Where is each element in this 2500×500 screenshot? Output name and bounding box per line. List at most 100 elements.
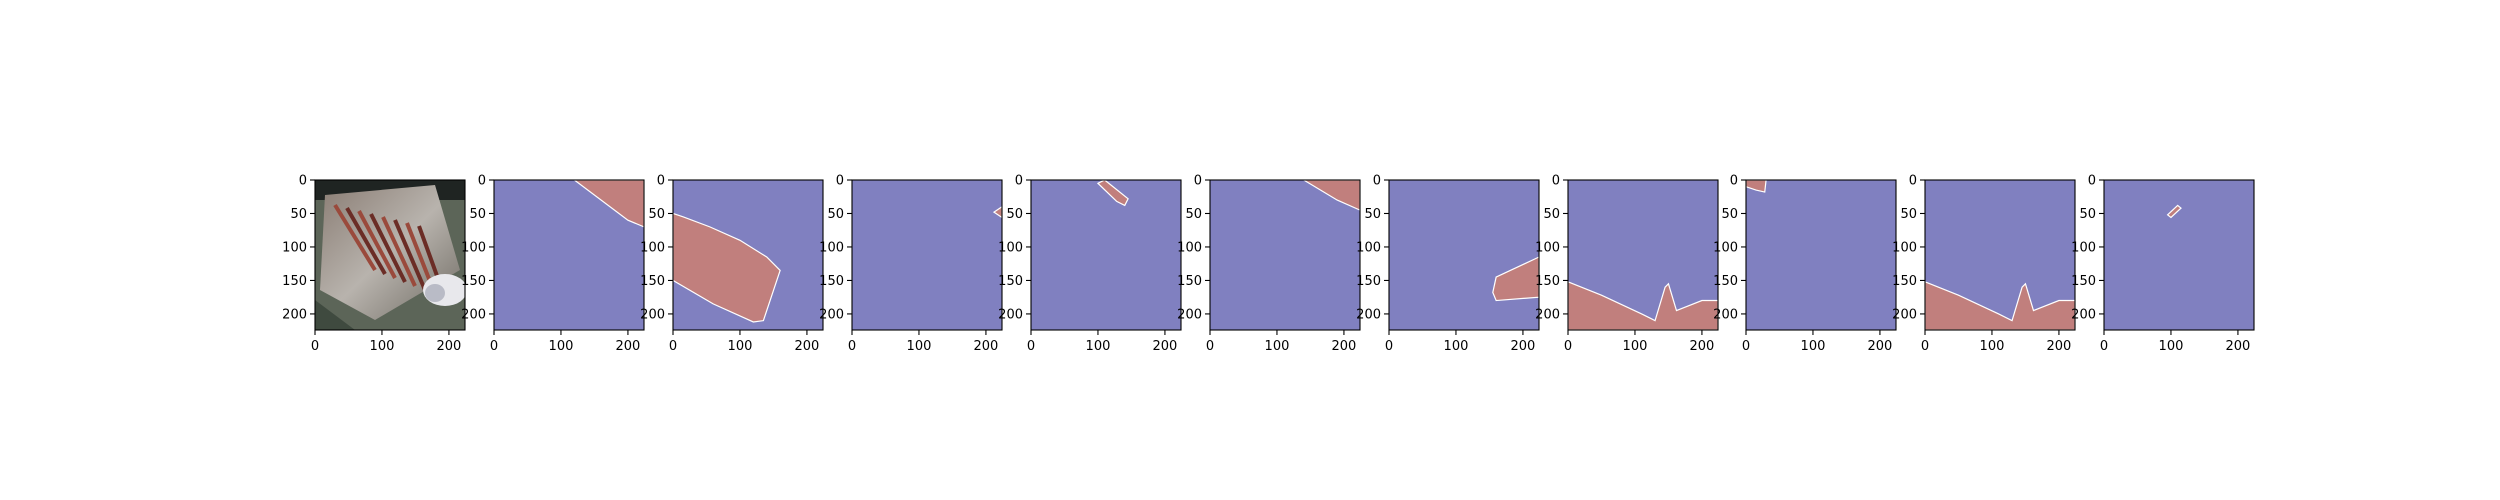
x-tick-label: 100 bbox=[1265, 339, 1290, 354]
x-tick-label: 0 bbox=[1742, 339, 1750, 354]
photo-image bbox=[315, 180, 465, 330]
panel-8: 0 100 200 0 50 100 150 200 bbox=[1535, 174, 1719, 354]
y-tick-label: 150 bbox=[1892, 274, 1917, 289]
x-tick-label: 100 bbox=[2159, 339, 2184, 354]
panel-6: 0 100 200 0 50 100 150 200 bbox=[1177, 174, 1361, 354]
x-tick-label: 200 bbox=[1868, 339, 1893, 354]
x-tick-label: 200 bbox=[974, 339, 999, 354]
y-tick-label: 0 bbox=[1730, 174, 1738, 189]
y-tick-label: 150 bbox=[461, 274, 486, 289]
y-tick-label: 150 bbox=[640, 274, 665, 289]
x-tick-label: 200 bbox=[616, 339, 641, 354]
x-tick-label: 100 bbox=[1086, 339, 1111, 354]
y-tick-label: 150 bbox=[282, 274, 307, 289]
y-tick-label: 100 bbox=[1535, 240, 1560, 255]
x-tick-label: 0 bbox=[311, 339, 319, 354]
x-tick-label: 0 bbox=[1027, 339, 1035, 354]
panel-2: 0 100 200 0 50 100 150 200 bbox=[461, 174, 645, 354]
y-tick-label: 50 bbox=[648, 207, 665, 222]
y-tick-label: 150 bbox=[1177, 274, 1202, 289]
y-tick-label: 200 bbox=[1892, 307, 1917, 322]
y-tick-label: 50 bbox=[827, 207, 844, 222]
mask-background bbox=[2104, 180, 2254, 330]
x-tick-label: 100 bbox=[907, 339, 932, 354]
x-tick-label: 100 bbox=[370, 339, 395, 354]
y-tick-label: 200 bbox=[282, 307, 307, 322]
y-tick-label: 200 bbox=[819, 307, 844, 322]
y-tick-label: 0 bbox=[1909, 174, 1917, 189]
x-tick-label: 100 bbox=[1980, 339, 2005, 354]
panel-7: 0 100 200 0 50 100 150 200 bbox=[1356, 174, 1540, 354]
y-tick-label: 0 bbox=[836, 174, 844, 189]
x-tick-label: 0 bbox=[848, 339, 856, 354]
x-tick-label: 100 bbox=[728, 339, 753, 354]
x-tick-label: 200 bbox=[437, 339, 462, 354]
y-tick-label: 200 bbox=[1356, 307, 1381, 322]
y-tick-label: 0 bbox=[2088, 174, 2096, 189]
y-tick-label: 200 bbox=[1177, 307, 1202, 322]
y-tick-label: 200 bbox=[1535, 307, 1560, 322]
x-tick-label: 0 bbox=[2100, 339, 2108, 354]
y-tick-label: 100 bbox=[640, 240, 665, 255]
mask-region bbox=[672, 212, 781, 323]
y-tick-label: 50 bbox=[1364, 207, 1381, 222]
x-tick-label: 0 bbox=[490, 339, 498, 354]
x-tick-label: 100 bbox=[1623, 339, 1648, 354]
y-tick-label: 150 bbox=[819, 274, 844, 289]
mask-background bbox=[852, 180, 1002, 330]
y-tick-label: 150 bbox=[1713, 274, 1738, 289]
y-tick-label: 0 bbox=[1015, 174, 1023, 189]
mask-background bbox=[1210, 180, 1360, 330]
axes-frame bbox=[1924, 179, 2076, 331]
mask-background bbox=[1746, 180, 1896, 330]
y-tick-label: 100 bbox=[1892, 240, 1917, 255]
y-tick-label: 0 bbox=[478, 174, 486, 189]
panel-3: 0 100 200 0 50 100 150 200 bbox=[640, 174, 824, 354]
y-tick-label: 100 bbox=[1356, 240, 1381, 255]
axes-frame bbox=[2103, 179, 2255, 331]
x-tick-label: 0 bbox=[1564, 339, 1572, 354]
y-tick-label: 50 bbox=[290, 207, 307, 222]
y-tick-label: 0 bbox=[1552, 174, 1560, 189]
axes-frame bbox=[1030, 179, 1182, 331]
y-tick-label: 100 bbox=[1177, 240, 1202, 255]
y-tick-label: 50 bbox=[2079, 207, 2096, 222]
y-tick-label: 100 bbox=[461, 240, 486, 255]
axes-frame bbox=[1567, 179, 1719, 331]
y-tick-label: 200 bbox=[640, 307, 665, 322]
panel-5: 0 100 200 0 50 100 150 200 bbox=[998, 174, 1182, 354]
mask-background bbox=[1031, 180, 1181, 330]
mask-region bbox=[1492, 256, 1540, 302]
y-tick-label: 0 bbox=[1373, 174, 1381, 189]
y-tick-label: 50 bbox=[1900, 207, 1917, 222]
x-tick-label: 100 bbox=[1801, 339, 1826, 354]
panel-10: 0 100 200 0 50 100 150 200 bbox=[1892, 174, 2076, 354]
x-tick-label: 0 bbox=[1206, 339, 1214, 354]
y-tick-label: 100 bbox=[1713, 240, 1738, 255]
mask-background bbox=[1389, 180, 1539, 330]
x-tick-label: 0 bbox=[1385, 339, 1393, 354]
y-tick-label: 150 bbox=[2071, 274, 2096, 289]
x-tick-label: 200 bbox=[1332, 339, 1357, 354]
axes-frame bbox=[1745, 179, 1897, 331]
axes-frame bbox=[851, 179, 1003, 331]
mask-region bbox=[2166, 204, 2182, 219]
axes-frame bbox=[314, 179, 466, 331]
axes-frame bbox=[672, 179, 824, 331]
y-tick-label: 50 bbox=[469, 207, 486, 222]
panel-1: 0 100 200 0 50 100 150 200 bbox=[282, 174, 466, 354]
y-tick-label: 150 bbox=[998, 274, 1023, 289]
y-tick-label: 200 bbox=[1713, 307, 1738, 322]
axes-frame bbox=[493, 179, 645, 331]
y-tick-label: 150 bbox=[1535, 274, 1560, 289]
mask-region bbox=[1096, 179, 1129, 207]
axes-frame bbox=[1388, 179, 1540, 331]
y-tick-label: 0 bbox=[299, 174, 307, 189]
panel-11: 0 100 200 0 50 100 150 200 bbox=[2071, 174, 2255, 354]
y-tick-label: 50 bbox=[1185, 207, 1202, 222]
y-tick-label: 100 bbox=[819, 240, 844, 255]
y-tick-label: 0 bbox=[1194, 174, 1202, 189]
x-tick-label: 0 bbox=[669, 339, 677, 354]
x-tick-label: 200 bbox=[2047, 339, 2072, 354]
